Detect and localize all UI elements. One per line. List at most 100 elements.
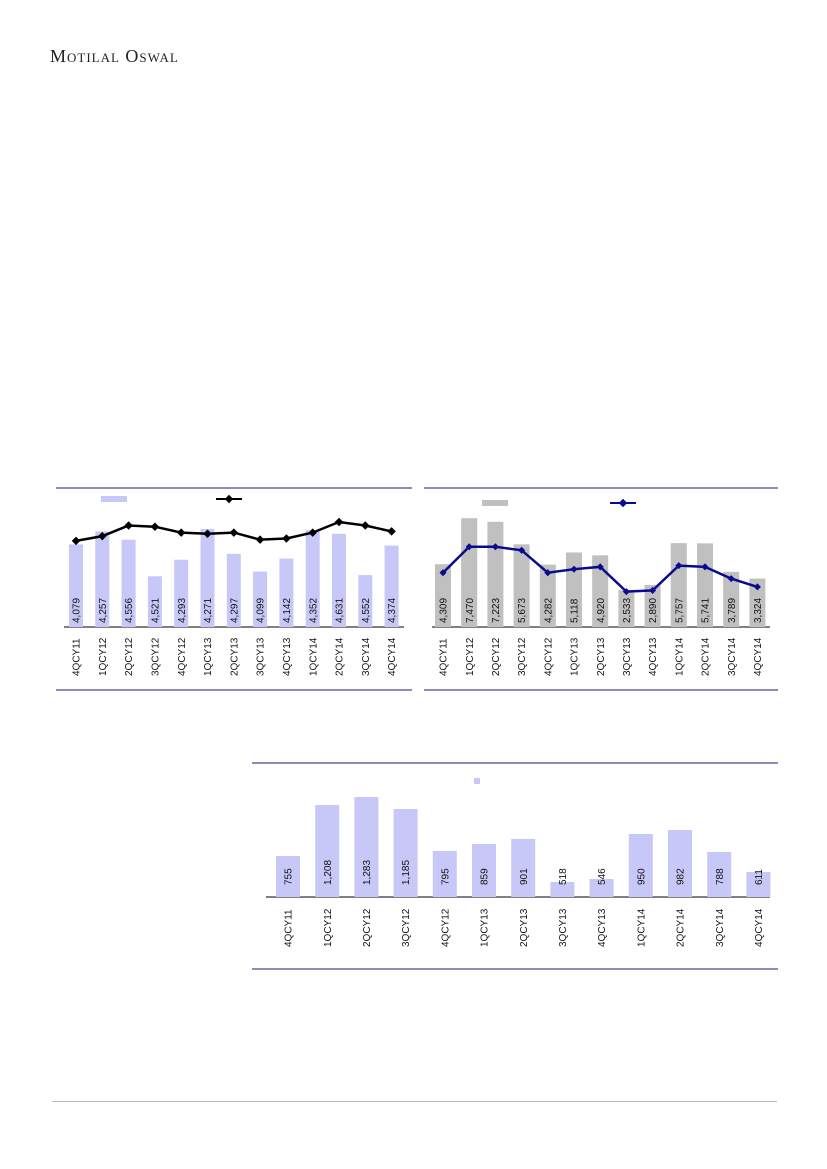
chart-1-data-label: 4,297 bbox=[229, 598, 240, 623]
chart-2-tick-label: 2QCY13 bbox=[596, 637, 607, 676]
chart-2-data-label: 5,118 bbox=[570, 598, 581, 623]
chart-1-tick-label: 4QCY14 bbox=[387, 637, 398, 676]
chart-1-data-label: 4,352 bbox=[308, 598, 319, 623]
chart-1-data-label: 4,552 bbox=[361, 598, 372, 623]
chart-1-data-label: 4,374 bbox=[387, 598, 398, 623]
chart-1-bar bbox=[147, 576, 162, 627]
chart-1-bar bbox=[358, 575, 373, 627]
chart-2-tick-label: 4QCY11 bbox=[439, 638, 450, 676]
chart-2-tick-label: 4QCY13 bbox=[648, 637, 659, 676]
chart-1-tick-label: 1QCY14 bbox=[308, 637, 319, 676]
chart-2-tick-label: 3QCY13 bbox=[622, 637, 633, 676]
chart-1-tick-label: 3QCY12 bbox=[151, 637, 162, 676]
chart-3-tick-label: 1QCY13 bbox=[480, 908, 491, 947]
chart-3-bar bbox=[550, 882, 575, 897]
chart-1-legend-line-marker bbox=[224, 494, 234, 504]
chart-3-legend-bar-swatch bbox=[474, 778, 480, 784]
footer-rule bbox=[52, 1101, 777, 1102]
chart-2-data-label: 4,282 bbox=[543, 598, 554, 623]
chart-2: 4,309 4QCY11 7,470 1QCY12 7,223 2QCY12 5,673 3Q… bbox=[424, 487, 778, 692]
chart-2-bar bbox=[723, 571, 740, 627]
chart-3-tick-label: 2QCY12 bbox=[362, 908, 373, 947]
chart-3-tick-label: 3QCY13 bbox=[558, 908, 569, 947]
chart-1-bar bbox=[253, 571, 268, 627]
chart-3-tick-label: 4QCY12 bbox=[440, 908, 451, 947]
chart-2-bar bbox=[618, 590, 635, 627]
chart-3-bar bbox=[472, 844, 496, 897]
chart-1: 4,079 4QCY11 4,257 1QCY12 4,556 2QCY12 4,521 3Q… bbox=[56, 487, 412, 692]
chart-2-bar bbox=[697, 543, 713, 627]
chart-1-bar bbox=[95, 531, 110, 627]
chart-3-data-label: 901 bbox=[519, 868, 530, 885]
chart-1-tick-label: 2QCY12 bbox=[124, 637, 135, 676]
chart-2-line-point bbox=[570, 565, 578, 573]
chart-3-bar bbox=[276, 856, 300, 897]
chart-2-data-label: 2,890 bbox=[648, 598, 659, 623]
chart-2-data-label: 7,223 bbox=[491, 598, 502, 623]
chart-2-data-label: 7,470 bbox=[465, 598, 476, 623]
chart-2-tick-label: 1QCY12 bbox=[465, 637, 476, 676]
chart-2-bar bbox=[644, 584, 661, 627]
chart-1-data-label: 4,271 bbox=[203, 598, 214, 623]
chart-3-bar bbox=[589, 879, 614, 897]
chart-1-data-label: 4,556 bbox=[124, 598, 135, 623]
chart-3-data-label: 1,283 bbox=[362, 860, 373, 885]
chart-3-data-label: 982 bbox=[676, 868, 687, 885]
chart-1-bar bbox=[279, 558, 294, 627]
chart-1-line-point bbox=[124, 521, 133, 530]
chart-1-bar bbox=[384, 545, 399, 627]
chart-2-data-label: 4,920 bbox=[596, 598, 607, 623]
chart-1-bar bbox=[174, 559, 189, 627]
chart-2-bar bbox=[539, 564, 556, 627]
chart-3-tick-label: 1QCY12 bbox=[323, 908, 334, 947]
chart-1-tick-label: 3QCY13 bbox=[256, 637, 267, 676]
chart-2-bar bbox=[592, 555, 609, 627]
chart-1-bar bbox=[200, 529, 215, 627]
chart-1-tick-label: 2QCY13 bbox=[229, 637, 240, 676]
chart-3-bar bbox=[315, 805, 340, 897]
chart-2-data-label: 5,741 bbox=[701, 598, 712, 623]
chart-3-data-label: 795 bbox=[440, 868, 451, 885]
chart-2-tick-label: 2QCY12 bbox=[491, 637, 502, 676]
chart-3-tick-label: 4QCY11 bbox=[284, 909, 295, 947]
chart-1-line-point bbox=[203, 529, 212, 539]
chart-3-data-label: 859 bbox=[480, 868, 491, 885]
chart-1-tick-label: 4QCY12 bbox=[177, 637, 188, 676]
chart-3-bar bbox=[354, 797, 379, 897]
chart-2-line-point bbox=[701, 563, 709, 571]
chart-2-bar bbox=[435, 564, 451, 627]
chart-2-tick-label: 3QCY14 bbox=[727, 637, 738, 676]
chart-1-bar bbox=[69, 544, 83, 627]
chart-1-data-label: 4,257 bbox=[98, 598, 109, 623]
chart-1-data-label: 4,631 bbox=[335, 598, 346, 623]
chart-3-data-label: 1,185 bbox=[401, 860, 412, 885]
chart-2-tick-label: 1QCY13 bbox=[570, 637, 581, 676]
brand-logo: Motilal Oswal bbox=[50, 46, 179, 67]
chart-2-tick-label: 1QCY14 bbox=[674, 637, 685, 676]
chart-1-line-point bbox=[255, 535, 265, 544]
chart-3-data-label: 611 bbox=[754, 869, 765, 885]
chart-2-bar bbox=[513, 544, 530, 627]
chart-1-line-point bbox=[334, 517, 344, 527]
chart-1-line-point bbox=[176, 528, 186, 537]
chart-3-data-label: 1,208 bbox=[323, 860, 334, 885]
chart-3-bar bbox=[511, 839, 536, 897]
chart-3-bar bbox=[628, 834, 653, 897]
chart-3-tick-label: 4QCY13 bbox=[597, 908, 608, 947]
chart-3: 755 4QCY11 1,208 1QCY12 1,283 2QCY12 1,185 3QCY… bbox=[252, 762, 778, 971]
chart-1-bar bbox=[226, 553, 241, 627]
chart-2-bar bbox=[749, 578, 766, 627]
chart-2-data-label: 3,789 bbox=[727, 598, 738, 623]
chart-2-bar bbox=[566, 552, 582, 627]
chart-3-tick-label: 4QCY14 bbox=[754, 908, 765, 947]
chart-3-data-label: 950 bbox=[636, 868, 647, 885]
chart-1-line-point bbox=[150, 522, 160, 531]
chart-1-bar bbox=[121, 539, 136, 627]
chart-1-line-point bbox=[387, 527, 396, 536]
chart-2-data-label: 5,757 bbox=[674, 598, 685, 623]
chart-3-tick-label: 3QCY12 bbox=[401, 908, 412, 947]
chart-3-svg: 755 4QCY11 1,208 1QCY12 1,283 2QCY12 1,185 3QCY… bbox=[252, 762, 778, 970]
chart-1-line-point bbox=[282, 534, 291, 543]
chart-1-legend-bar-swatch bbox=[101, 496, 127, 502]
chart-3-data-label: 518 bbox=[558, 868, 569, 885]
